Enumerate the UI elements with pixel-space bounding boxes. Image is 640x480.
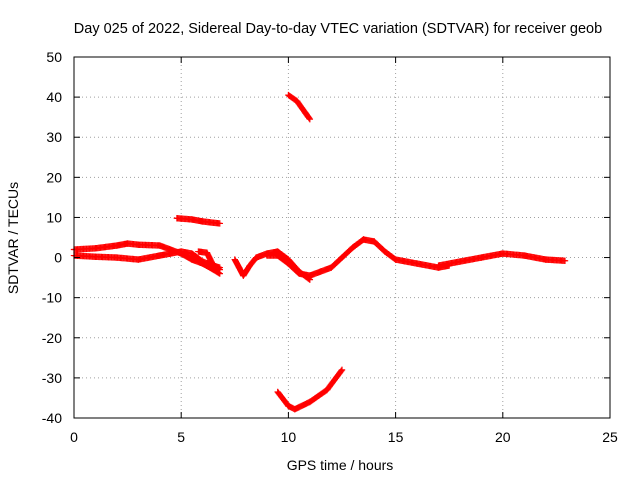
series-segment-e bbox=[263, 236, 453, 279]
y-axis-label: SDTVAR / TECUs bbox=[5, 182, 21, 294]
data-point bbox=[216, 220, 223, 227]
x-tick-label: 15 bbox=[388, 429, 404, 445]
series-segment-h bbox=[285, 91, 314, 123]
x-tick-label: 25 bbox=[602, 429, 618, 445]
y-tick-label: 30 bbox=[46, 129, 62, 145]
x-tick-labels: 0 5 10 15 20 25 bbox=[70, 429, 618, 445]
data-point bbox=[306, 115, 313, 122]
chart-title: Day 025 of 2022, Sidereal Day-to-day VTE… bbox=[74, 21, 602, 37]
y-tick-label: -30 bbox=[42, 370, 62, 386]
x-tick-label: 10 bbox=[281, 429, 297, 445]
y-tick-label: 20 bbox=[46, 169, 62, 185]
series-segment-g bbox=[173, 215, 223, 227]
axis-ticks bbox=[73, 56, 611, 419]
y-tick-label: -40 bbox=[42, 410, 62, 426]
data-points bbox=[70, 91, 569, 413]
x-tick-label: 20 bbox=[495, 429, 511, 445]
y-tick-labels: -40 -30 -20 -10 0 10 20 30 40 50 bbox=[42, 49, 62, 426]
y-tick-label: -10 bbox=[42, 290, 62, 306]
y-tick-label: 10 bbox=[46, 209, 62, 225]
y-tick-label: 50 bbox=[46, 49, 62, 65]
x-axis-label: GPS time / hours bbox=[287, 457, 394, 473]
series-segment-f bbox=[435, 250, 569, 269]
data-point bbox=[338, 367, 345, 375]
series-baseline-b bbox=[70, 248, 223, 271]
series-segment-i bbox=[274, 366, 346, 413]
data-point bbox=[216, 266, 223, 273]
data-point bbox=[561, 257, 569, 264]
y-tick-label: 0 bbox=[54, 250, 62, 266]
x-tick-label: 5 bbox=[177, 429, 185, 445]
plot-frame bbox=[73, 56, 611, 419]
y-tick-label: 40 bbox=[46, 89, 62, 105]
series-segment-c bbox=[195, 248, 223, 273]
data-point bbox=[306, 115, 314, 123]
y-tick-label: -20 bbox=[42, 330, 62, 346]
x-tick-label: 0 bbox=[70, 429, 78, 445]
grid-lines bbox=[74, 57, 610, 418]
data-point bbox=[338, 366, 346, 374]
